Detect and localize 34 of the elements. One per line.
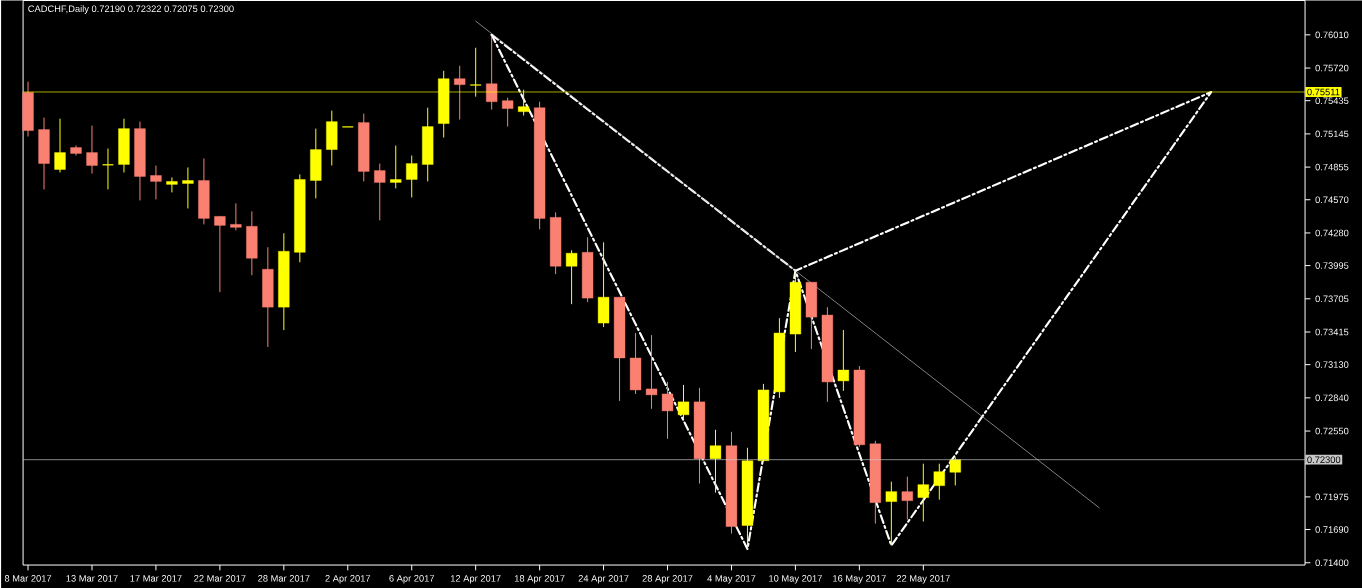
y-tick-label: 0.71975 (1315, 493, 1349, 501)
y-tick-label: 0.73705 (1315, 295, 1349, 303)
y-tick-label: 0.73995 (1315, 262, 1349, 269)
x-tick-label: 13 Mar 2017 (66, 575, 118, 582)
ref-line-label: 0.72300 (1307, 456, 1341, 463)
x-tick-label: 22 May 2017 (896, 575, 950, 584)
x-tick-label: 2 Apr 2017 (325, 575, 371, 584)
y-tick-label: 0.71400 (1315, 559, 1349, 567)
chart-title: CADCHF,Daily 0.72190 0.72322 0.72075 0.72300 (28, 5, 234, 14)
y-tick-label: 0.72840 (1315, 394, 1349, 402)
x-tick-label: 28 Mar 2017 (258, 575, 310, 582)
y-tick-label: 0.76010 (1315, 31, 1349, 39)
x-tick-label: 4 May 2017 (707, 575, 756, 584)
x-tick-label: 8 Mar 2017 (4, 575, 52, 582)
y-tick-label: 0.73130 (1315, 361, 1349, 368)
y-tick-label: 0.74570 (1315, 196, 1349, 204)
y-tick-label: 0.75145 (1315, 130, 1349, 138)
y-tick-label: 0.72550 (1315, 427, 1349, 435)
x-tick-label: 28 Apr 2017 (642, 575, 693, 584)
x-tick-label: 10 May 2017 (769, 575, 822, 584)
x-tick-label: 12 Apr 2017 (450, 575, 501, 584)
ref-line-label: 0.75511 (1307, 88, 1340, 96)
x-tick-label: 16 May 2017 (833, 575, 886, 584)
x-tick-label: 17 Mar 2017 (130, 575, 182, 582)
x-tick-label: 18 Apr 2017 (514, 575, 565, 584)
y-tick-label: 0.75435 (1315, 97, 1349, 104)
y-tick-label: 0.75720 (1315, 64, 1349, 72)
y-tick-label: 0.74280 (1315, 229, 1349, 237)
y-tick-label: 0.73415 (1315, 328, 1349, 336)
x-tick-label: 24 Apr 2017 (578, 575, 629, 584)
y-tick-label: 0.71690 (1315, 526, 1349, 533)
x-tick-label: 22 Mar 2017 (194, 575, 246, 582)
y-tick-label: 0.74855 (1315, 163, 1349, 171)
x-tick-label: 6 Apr 2017 (389, 575, 435, 584)
